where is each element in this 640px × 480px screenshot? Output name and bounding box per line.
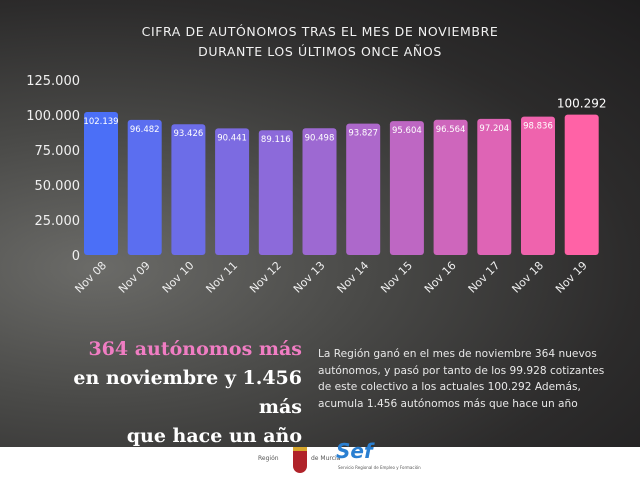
data-label: 98.836: [523, 122, 553, 132]
region-logo-text-right: de Murcia: [311, 455, 341, 462]
x-tick-label: Nov 15: [378, 259, 415, 296]
bar: [433, 119, 468, 256]
x-tick-label: Nov 19: [553, 259, 590, 296]
bar: [477, 118, 512, 255]
bar: [346, 123, 381, 255]
y-tick-label: 50.000: [35, 179, 81, 194]
data-label: 97.204: [479, 124, 509, 134]
bar: [389, 121, 424, 255]
data-label: 96.564: [436, 125, 466, 135]
bar: [564, 114, 599, 255]
data-label: 90.498: [305, 133, 335, 143]
footer: [0, 447, 640, 480]
bar: [171, 124, 206, 255]
x-tick-label: Nov 13: [291, 259, 328, 296]
title-line-1: CIFRA DE AUTÓNOMOS TRAS EL MES DE NOVIEM…: [141, 24, 499, 39]
y-tick-label: 25.000: [35, 214, 81, 229]
data-label: 102.139: [83, 117, 118, 127]
data-label: 93.426: [174, 129, 204, 139]
y-tick-label: 100.000: [26, 109, 80, 124]
x-tick-label: Nov 14: [335, 259, 372, 296]
x-tick-label: Nov 17: [466, 259, 503, 296]
bar: [127, 119, 162, 255]
bar: [521, 116, 555, 255]
headline-line-1: 364 autónomos más: [88, 338, 302, 360]
x-tick-label: Nov 12: [247, 259, 284, 296]
bar: [302, 128, 337, 255]
y-tick-label: 125.000: [26, 74, 80, 89]
y-tick-label: 75.000: [35, 144, 81, 159]
x-tick-label: Nov 08: [72, 259, 109, 296]
region-logo-text-left: Región: [258, 455, 279, 462]
x-tick-label: Nov 09: [116, 259, 153, 296]
bar: [215, 128, 250, 255]
bar: [258, 130, 293, 255]
x-tick-label: Nov 16: [422, 259, 459, 296]
headline: 364 autónomos más en noviembre y 1.456 m…: [40, 335, 302, 451]
headline-line-3: que hace un año: [126, 425, 302, 447]
x-tick-label: Nov 18: [509, 259, 546, 296]
data-label: 96.482: [130, 125, 160, 135]
data-label: 100.292: [557, 97, 607, 111]
x-tick-label: Nov 10: [160, 259, 197, 296]
data-label: 89.116: [261, 135, 291, 145]
body-text: La Región ganó en el mes de noviembre 36…: [318, 348, 605, 410]
data-label: 95.604: [392, 126, 422, 136]
y-tick-label: 0: [72, 249, 80, 264]
x-tick-label: Nov 11: [203, 259, 240, 296]
data-label: 93.827: [348, 129, 378, 139]
title-line-2: DURANTE LOS ÚLTIMOS ONCE AÑOS: [198, 44, 442, 59]
chart-title: CIFRA DE AUTÓNOMOS TRAS EL MES DE NOVIEM…: [0, 22, 640, 62]
bar-chart: 0 25.000 50.000 75.000 100.000 125.000 102.139…: [26, 74, 607, 296]
sef-logo-subtitle: Servicio Regional de Empleo y Formación: [338, 465, 421, 470]
data-label: 90.441: [217, 133, 247, 143]
bar: [84, 112, 118, 255]
headline-line-2: en noviembre y 1.456 más: [73, 367, 302, 418]
murcia-coat-of-arms-logo: [293, 447, 307, 473]
sef-logo: Sef: [336, 439, 373, 463]
